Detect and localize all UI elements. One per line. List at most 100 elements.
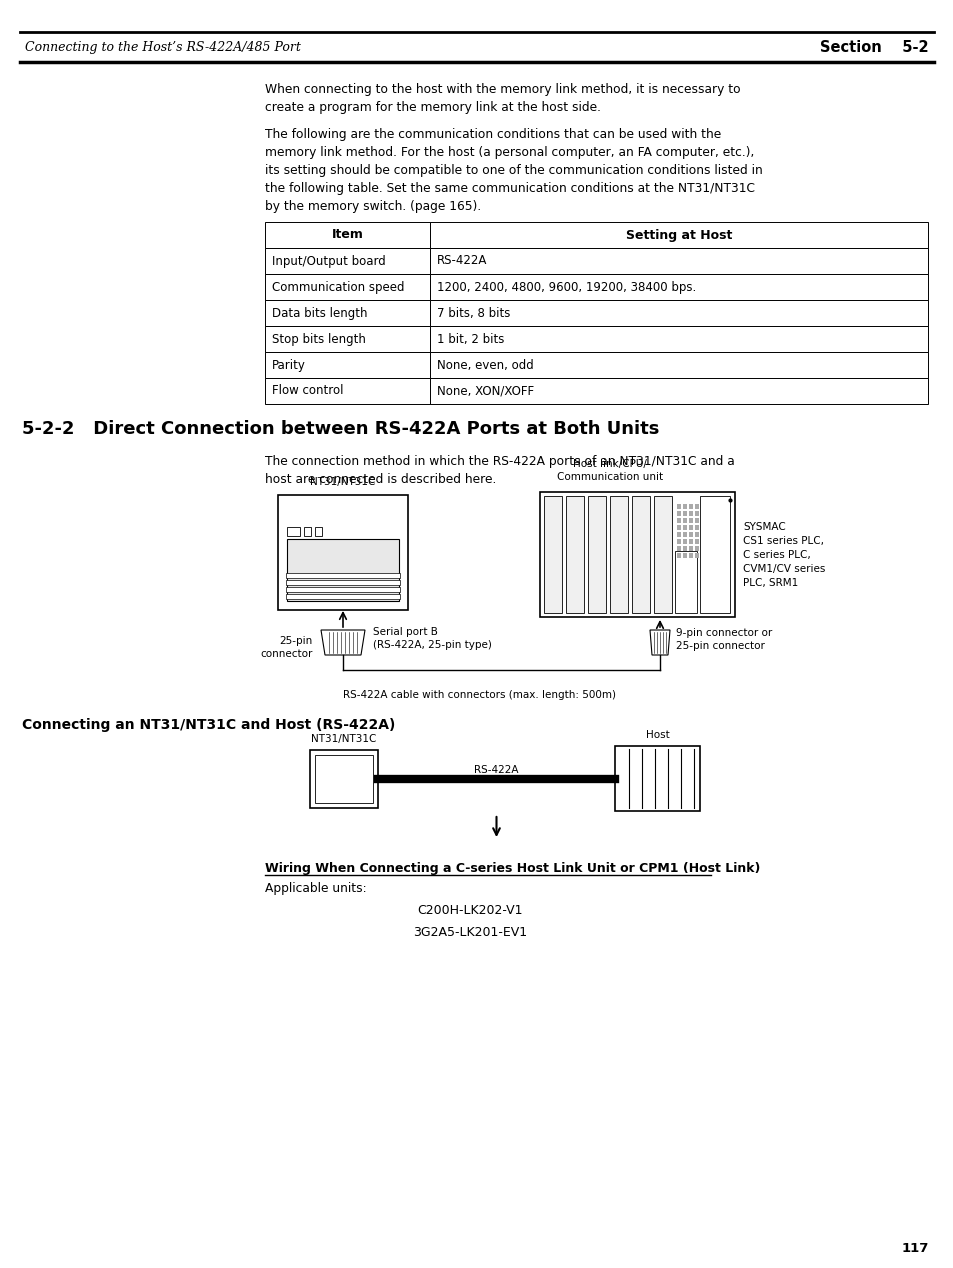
Bar (682, 503, 686, 508)
Text: Applicable units:: Applicable units: (265, 883, 366, 895)
Text: Serial port B
(RS-422A, 25-pin type): Serial port B (RS-422A, 25-pin type) (373, 626, 492, 650)
Bar (565, 496, 583, 612)
Bar (677, 525, 680, 530)
Bar (695, 519, 699, 522)
Bar (631, 496, 649, 612)
Bar (700, 496, 729, 612)
Text: Communication speed: Communication speed (272, 280, 404, 293)
Text: Stop bits length: Stop bits length (272, 332, 366, 345)
Text: The following are the communication conditions that can be used with the
memory : The following are the communication cond… (265, 128, 762, 213)
Text: Host: Host (645, 730, 669, 741)
Text: C200H-LK202-V1: C200H-LK202-V1 (416, 904, 522, 917)
Bar (430, 301, 927, 326)
Bar (682, 519, 686, 522)
Bar (430, 274, 927, 301)
Bar (430, 222, 927, 249)
Polygon shape (320, 630, 365, 656)
Text: 3G2A5-LK201-EV1: 3G2A5-LK201-EV1 (413, 926, 526, 940)
Bar (310, 749, 377, 808)
Bar (430, 353, 927, 378)
Text: Flow control: Flow control (272, 384, 343, 397)
Bar (677, 533, 680, 538)
Bar (682, 539, 686, 544)
Bar (539, 492, 734, 618)
Bar (695, 539, 699, 544)
Bar (682, 525, 686, 530)
Text: None, even, odd: None, even, odd (436, 359, 533, 372)
Bar (314, 527, 322, 536)
Bar (287, 539, 398, 601)
Bar (265, 301, 430, 326)
Bar (587, 496, 605, 612)
Bar (265, 378, 430, 404)
Bar (304, 527, 311, 536)
Text: Setting at Host: Setting at Host (625, 228, 731, 241)
Text: Connecting an NT31/NT31C and Host (RS-422A): Connecting an NT31/NT31C and Host (RS-42… (22, 718, 395, 732)
Bar (688, 503, 692, 508)
Bar (609, 496, 627, 612)
Bar (286, 587, 399, 592)
Bar (430, 326, 927, 353)
Text: The connection method in which the RS-422A ports of an NT31/NT31C and a
host are: The connection method in which the RS-42… (265, 455, 734, 486)
Text: NT31/NT31C: NT31/NT31C (311, 734, 376, 744)
Text: 9-pin connector or
25-pin connector: 9-pin connector or 25-pin connector (676, 628, 771, 652)
Bar (677, 519, 680, 522)
Bar (286, 573, 399, 578)
Bar (682, 533, 686, 538)
Bar (277, 495, 408, 610)
Bar (675, 552, 697, 612)
Bar (677, 553, 680, 558)
Bar (688, 519, 692, 522)
Text: RS-422A: RS-422A (474, 765, 518, 775)
Bar (677, 511, 680, 516)
Text: 1200, 2400, 4800, 9600, 19200, 38400 bps.: 1200, 2400, 4800, 9600, 19200, 38400 bps… (436, 280, 696, 293)
Text: Wiring When Connecting a C-series Host Link Unit or CPM1 (Host Link): Wiring When Connecting a C-series Host L… (265, 862, 760, 875)
Bar (688, 511, 692, 516)
Bar (265, 249, 430, 274)
Text: 25-pin
connector: 25-pin connector (260, 637, 313, 659)
Text: RS-422A: RS-422A (436, 255, 487, 268)
Bar (682, 547, 686, 552)
Bar (682, 511, 686, 516)
Bar (265, 326, 430, 353)
Text: Parity: Parity (272, 359, 306, 372)
Bar (677, 547, 680, 552)
Bar (695, 553, 699, 558)
Bar (265, 274, 430, 301)
Bar (688, 553, 692, 558)
Text: RS-422A cable with connectors (max. length: 500m): RS-422A cable with connectors (max. leng… (343, 690, 616, 700)
Text: None, XON/XOFF: None, XON/XOFF (436, 384, 534, 397)
Bar (654, 496, 671, 612)
Text: Connecting to the Host’s RS-422A/485 Port: Connecting to the Host’s RS-422A/485 Por… (25, 41, 300, 53)
Text: 7 bits, 8 bits: 7 bits, 8 bits (436, 307, 510, 320)
Bar (265, 222, 430, 249)
Text: 1 bit, 2 bits: 1 bit, 2 bits (436, 332, 504, 345)
Bar (286, 579, 399, 585)
Bar (688, 533, 692, 538)
Bar (314, 754, 373, 803)
Bar (677, 539, 680, 544)
Bar (265, 353, 430, 378)
Text: SYSMAC
CS1 series PLC,
C series PLC,
CVM1/CV series
PLC, SRM1: SYSMAC CS1 series PLC, C series PLC, CVM… (742, 522, 824, 588)
Text: Host link/CPU/
Communication unit: Host link/CPU/ Communication unit (557, 459, 662, 482)
Text: When connecting to the host with the memory link method, it is necessary to
crea: When connecting to the host with the mem… (265, 82, 740, 114)
Bar (695, 511, 699, 516)
Bar (286, 593, 399, 598)
Text: Item: Item (332, 228, 363, 241)
Bar (695, 547, 699, 552)
Text: NT31/NT31C: NT31/NT31C (310, 477, 375, 487)
Bar (688, 525, 692, 530)
Text: Data bits length: Data bits length (272, 307, 367, 320)
Bar (430, 249, 927, 274)
Text: 117: 117 (901, 1241, 928, 1255)
Bar (688, 539, 692, 544)
Text: Input/Output board: Input/Output board (272, 255, 385, 268)
Bar (287, 527, 299, 536)
Bar (615, 746, 700, 812)
Bar (543, 496, 561, 612)
Bar (695, 533, 699, 538)
Bar (430, 378, 927, 404)
Text: 5-2-2   Direct Connection between RS-422A Ports at Both Units: 5-2-2 Direct Connection between RS-422A … (22, 420, 659, 437)
Bar (695, 525, 699, 530)
Polygon shape (649, 630, 669, 656)
